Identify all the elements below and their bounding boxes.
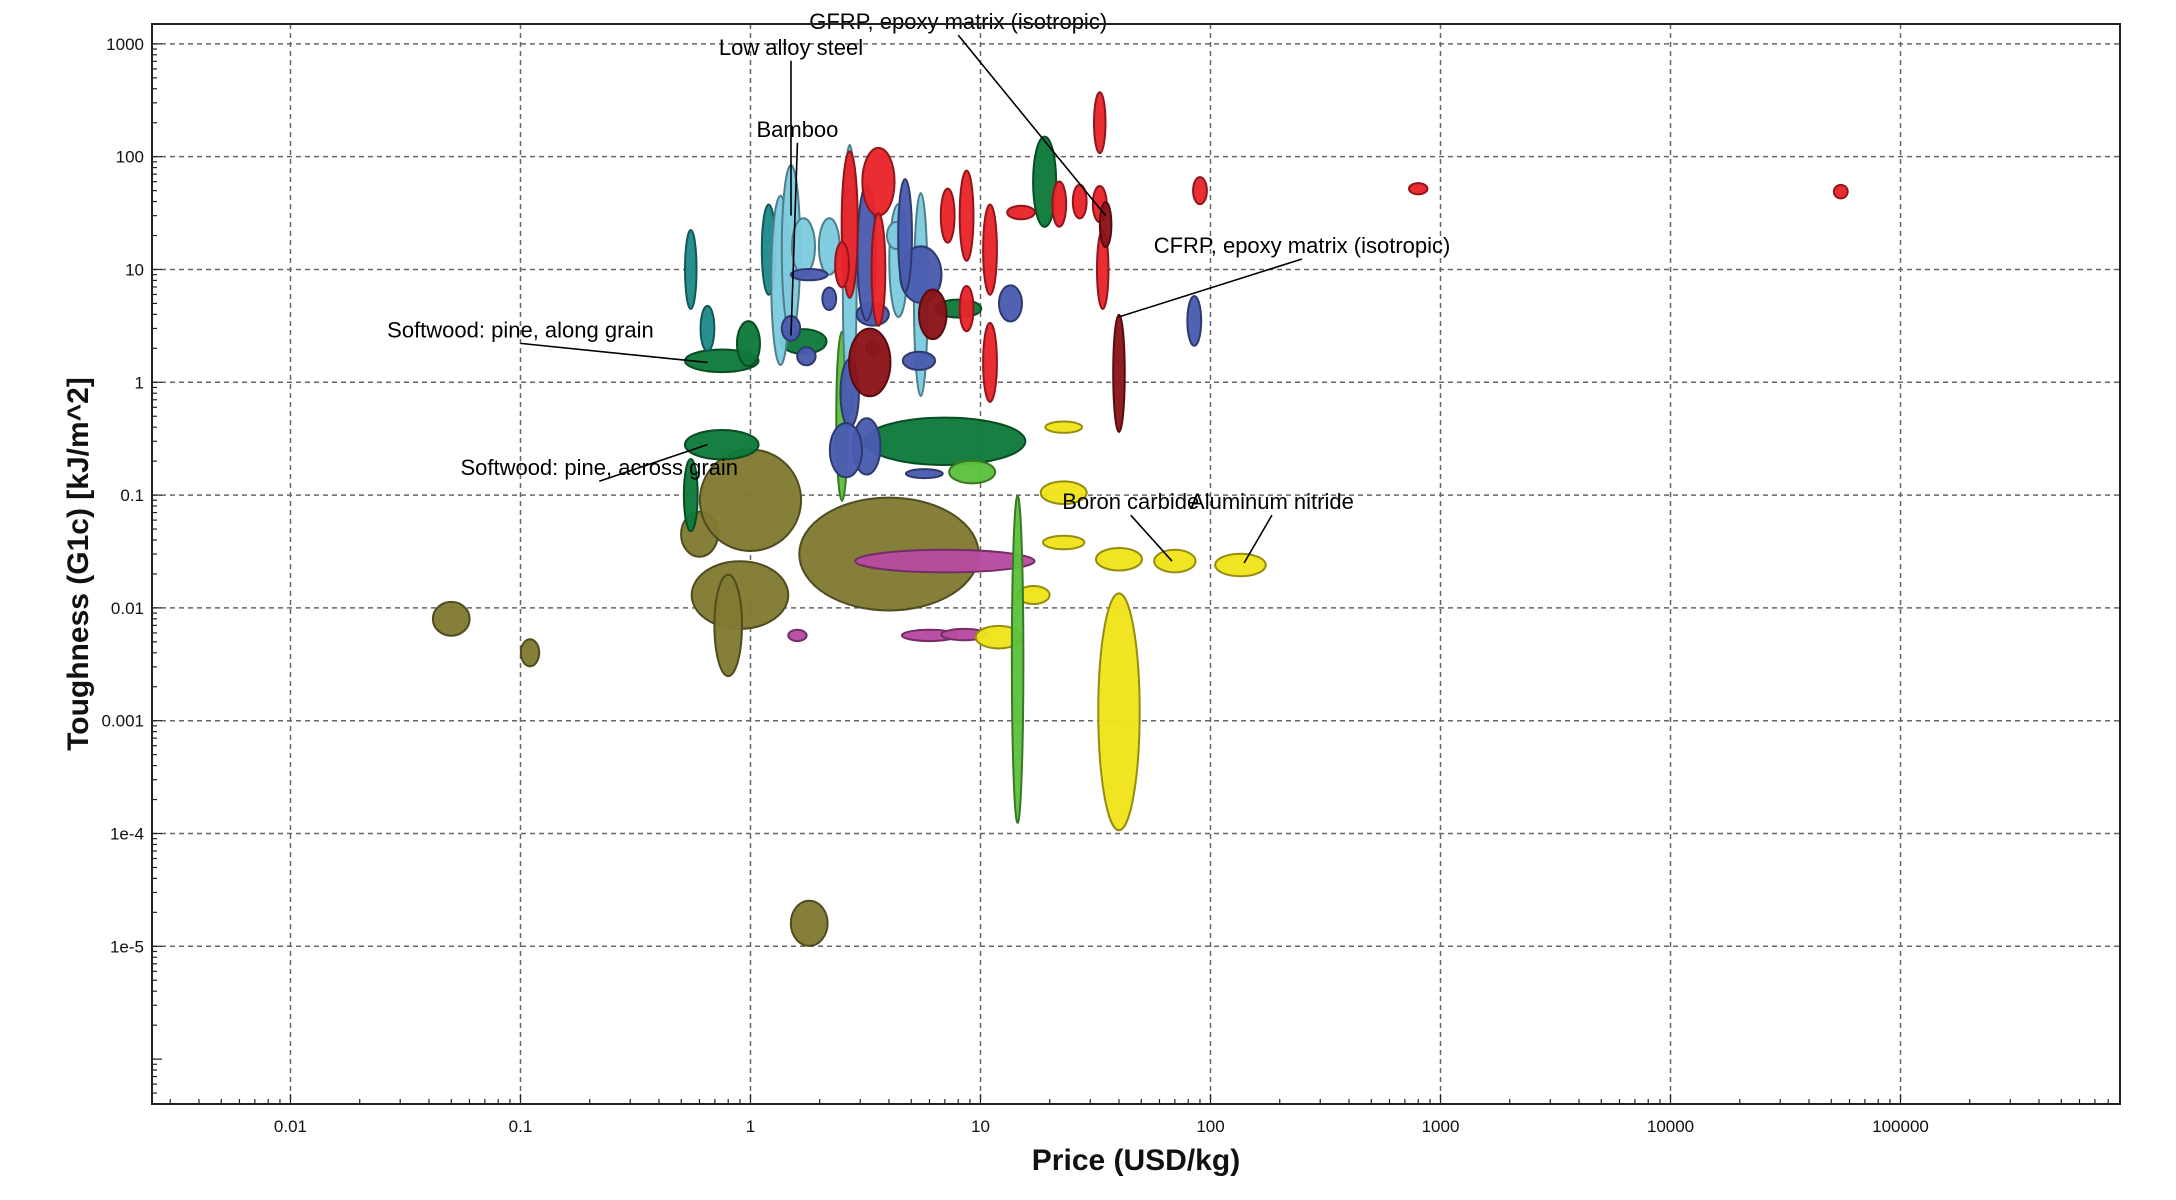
x-tick-label: 100000	[1872, 1117, 1929, 1136]
material-bubble-metals	[958, 285, 975, 333]
material-bubble-polymers	[828, 422, 864, 479]
y-tick-label: 0.01	[111, 599, 144, 618]
y-tick-label: 1	[135, 373, 144, 392]
material-bubble-ceramics	[1039, 480, 1088, 505]
axis-ticks: 0.01 0.1 1 10 100 1000 10000 100000 1e-5 1e-4 0.00…	[101, 35, 2121, 1136]
material-bubble-polymers	[1186, 295, 1203, 347]
annotation-label: Aluminum nitride	[1190, 489, 1354, 514]
material-bubble-metals	[1408, 182, 1429, 196]
material-bubble-polymers	[821, 286, 838, 312]
material-bubble-metals	[1051, 180, 1068, 228]
annotation-label: Softwood: pine, across grain	[460, 455, 738, 480]
annotation-leader-line	[520, 342, 708, 364]
annotation-leader-line	[1243, 514, 1273, 564]
y-tick-label: 0.001	[101, 712, 144, 731]
y-tick-label: 1000	[106, 35, 144, 54]
x-tick-label: 0.1	[509, 1117, 533, 1136]
y-tick-label: 0.1	[120, 486, 144, 505]
material-bubble-metals	[1832, 183, 1849, 200]
material-bubble-lightgreen	[948, 459, 997, 485]
y-tick-label: 1e-4	[110, 825, 144, 844]
annotation-leader-line	[957, 34, 1107, 217]
annotation-leader-line	[1130, 514, 1173, 562]
y-axis-label: Toughness (G1c) [kJ/m^2]	[62, 377, 95, 751]
material-bubble-magenta	[787, 628, 808, 643]
material-bubbles	[431, 91, 1849, 947]
annotation-label: Softwood: pine, along grain	[387, 317, 654, 342]
material-bubble-polymers	[796, 346, 817, 367]
material-bubble-natural	[1032, 135, 1058, 228]
material-bubble-olive	[519, 638, 541, 668]
material-bubble-teal	[684, 228, 698, 310]
material-bubble-composites	[917, 288, 948, 341]
x-axis-label: Price (USD/kg)	[1032, 1144, 1240, 1177]
annotation-layer: GFRP, epoxy matrix (isotropic)Low alloy …	[387, 9, 1451, 564]
material-bubble-ceramics	[1044, 420, 1084, 434]
material-bubble-metals	[834, 241, 850, 289]
material-bubble-metals	[861, 146, 896, 217]
material-bubble-metals	[982, 203, 998, 296]
material-bubble-polymers	[997, 284, 1023, 323]
annotation-label: Low alloy steel	[719, 35, 863, 60]
material-bubble-polymers	[904, 468, 944, 480]
annotation-label: Boron carbide	[1062, 489, 1199, 514]
annotation-label: CFRP, epoxy matrix (isotropic)	[1154, 233, 1451, 258]
annotation-label: GFRP, epoxy matrix (isotropic)	[809, 9, 1107, 34]
material-bubble-metals	[958, 169, 975, 262]
material-bubble-ceramics	[1214, 552, 1267, 578]
material-bubble-metals	[870, 212, 887, 327]
y-tick-label: 1e-5	[110, 937, 144, 956]
y-tick-label: 10	[125, 260, 144, 279]
x-tick-label: 10000	[1647, 1117, 1694, 1136]
material-bubble-magenta	[854, 548, 1036, 574]
material-bubble-metals	[1093, 91, 1107, 155]
material-bubble-metals	[939, 187, 956, 244]
material-bubble-polymers	[901, 350, 937, 371]
material-bubble-metals	[1006, 204, 1036, 221]
material-bubble-natural	[682, 457, 699, 533]
material-bubble-olive	[789, 899, 829, 947]
annotation-leader-line	[1118, 258, 1303, 318]
x-tick-label: 1000	[1422, 1117, 1460, 1136]
material-bubble-natural	[735, 320, 761, 368]
material-bubble-ceramics	[1153, 548, 1197, 574]
material-bubble-cyan	[790, 217, 816, 276]
annotation-leader-line	[598, 443, 708, 482]
material-bubble-teal	[699, 304, 716, 353]
material-bubble-ceramics	[1097, 592, 1141, 832]
material-bubble-natural	[683, 428, 760, 461]
plot-frame	[151, 23, 2121, 1105]
material-bubble-metals	[1192, 176, 1208, 206]
material-bubble-ceramics	[1041, 534, 1086, 551]
material-bubble-olive	[431, 600, 471, 637]
material-bubble-metals	[982, 321, 998, 403]
material-bubble-olive	[713, 573, 743, 678]
annotation-label: Bamboo	[756, 117, 838, 142]
material-bubble-natural	[863, 416, 1027, 466]
annotation-leader-line	[790, 142, 799, 336]
x-tick-label: 100	[1196, 1117, 1224, 1136]
material-bubble-polymers	[789, 267, 829, 282]
x-tick-label: 1	[746, 1117, 755, 1136]
material-bubble-composites	[1098, 201, 1113, 249]
x-tick-label: 0.01	[274, 1117, 307, 1136]
grid-lines	[152, 24, 2120, 1104]
material-bubble-lightgreen	[1010, 494, 1025, 824]
material-bubble-composites	[1112, 313, 1126, 434]
x-tick-label: 10	[971, 1117, 990, 1136]
material-bubble-polymers	[897, 178, 913, 293]
material-bubble-ceramics	[1094, 546, 1143, 572]
material-bubble-composites	[848, 327, 892, 398]
y-tick-label: 100	[116, 148, 144, 167]
